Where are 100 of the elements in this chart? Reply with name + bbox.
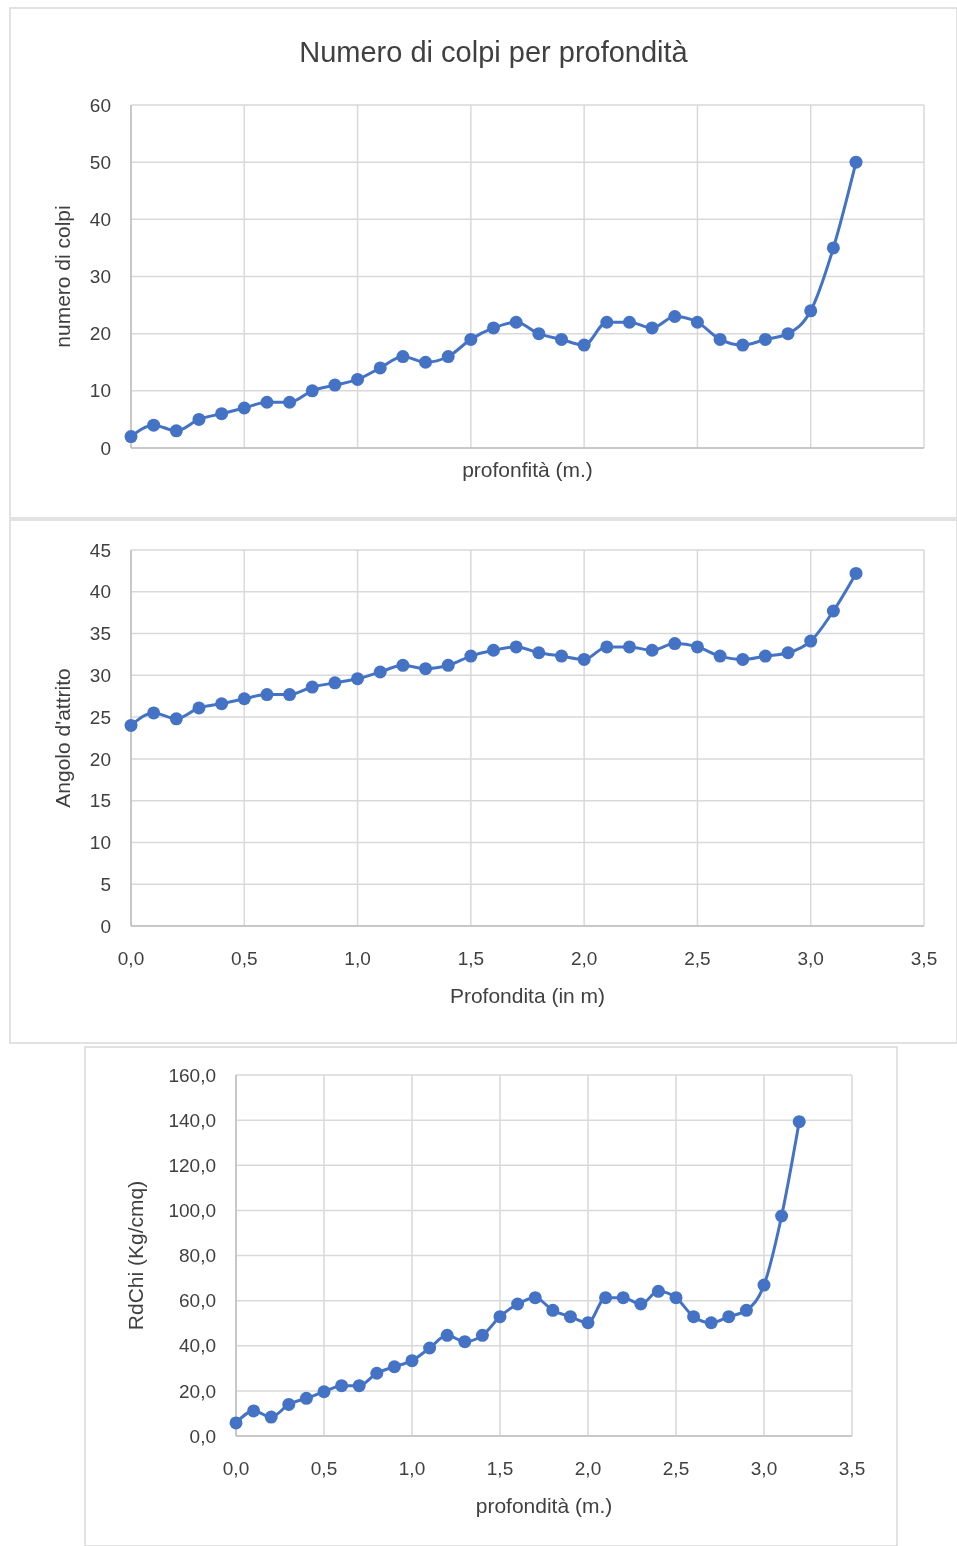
point: [419, 355, 433, 369]
x-tick-label: 1,0: [398, 1457, 426, 1479]
point: [237, 401, 251, 415]
point: [387, 1360, 401, 1374]
point: [600, 315, 614, 329]
y-tick-label: 20,0: [179, 1380, 216, 1402]
point: [668, 310, 682, 324]
point: [563, 1310, 577, 1324]
point: [192, 412, 206, 426]
y-tick-label: 30: [89, 664, 111, 686]
point: [775, 1209, 789, 1223]
point: [352, 1379, 366, 1393]
point: [423, 1341, 437, 1355]
y-tick-label: 60,0: [179, 1290, 216, 1312]
x-tick-label: 2,5: [684, 947, 711, 969]
point: [804, 304, 818, 318]
point: [464, 332, 478, 346]
point: [758, 332, 772, 346]
point: [577, 338, 591, 352]
point: [305, 384, 319, 398]
x-tick-label: 0,0: [222, 1457, 250, 1479]
point: [599, 1291, 613, 1305]
point: [757, 1278, 771, 1292]
point: [687, 1310, 701, 1324]
x-tick-label: 3,0: [750, 1457, 778, 1479]
point: [441, 658, 455, 672]
y-tick-label: 0: [100, 915, 111, 937]
point: [690, 640, 704, 654]
y-tick-label: 120,0: [168, 1154, 216, 1176]
point: [169, 424, 183, 438]
point: [441, 350, 455, 364]
point: [804, 634, 818, 648]
point: [373, 361, 387, 375]
point: [328, 676, 342, 690]
point: [247, 1404, 261, 1418]
y-tick-label: 0: [100, 437, 111, 459]
point: [229, 1416, 243, 1430]
point: [713, 332, 727, 346]
y-tick-label: 25: [89, 706, 111, 728]
y-tick-label: 10: [89, 832, 111, 854]
point: [849, 155, 863, 169]
point: [736, 652, 750, 666]
point: [124, 718, 138, 732]
point: [781, 327, 795, 341]
point: [237, 692, 251, 706]
point: [781, 646, 795, 660]
point: [600, 640, 614, 654]
point: [532, 327, 546, 341]
y-tick-label: 10: [89, 380, 111, 402]
point: [215, 407, 229, 421]
point: [546, 1303, 560, 1317]
y-tick-label: 40: [89, 581, 111, 603]
y-axis-title: numero di colpi: [51, 205, 75, 348]
point: [373, 665, 387, 679]
point: [124, 430, 138, 444]
point: [305, 680, 319, 694]
point: [622, 315, 636, 329]
y-tick-label: 0,0: [189, 1425, 216, 1447]
point: [464, 649, 478, 663]
point: [554, 649, 568, 663]
y-axis-title: Angolo d'attrito: [51, 668, 75, 808]
x-tick-label: 3,5: [910, 947, 938, 969]
point: [317, 1385, 331, 1399]
y-tick-label: 50: [89, 151, 111, 173]
chart-title: Numero di colpi per profondità: [299, 36, 689, 69]
point: [147, 418, 161, 432]
y-tick-label: 40: [89, 208, 111, 230]
point: [645, 643, 659, 657]
point: [370, 1366, 384, 1380]
point: [328, 378, 342, 392]
point: [283, 395, 297, 409]
point: [645, 321, 659, 335]
x-axis-title: profondità (m.): [475, 1494, 613, 1518]
point: [335, 1379, 349, 1393]
point: [260, 395, 274, 409]
point: [690, 315, 704, 329]
point: [192, 701, 206, 715]
point: [419, 662, 433, 676]
point: [826, 241, 840, 255]
y-tick-label: 60: [89, 94, 111, 116]
point: [282, 1397, 296, 1411]
point: [169, 712, 183, 726]
point: [528, 1291, 542, 1305]
point: [704, 1316, 718, 1330]
point: [651, 1284, 665, 1298]
y-tick-label: 80,0: [179, 1245, 216, 1267]
point: [351, 372, 365, 386]
point: [405, 1354, 419, 1368]
point: [826, 604, 840, 618]
x-axis-title: Profondita (in m): [449, 984, 606, 1008]
y-tick-label: 15: [89, 790, 111, 812]
point: [713, 649, 727, 663]
point: [622, 640, 636, 654]
x-tick-label: 2,0: [574, 1457, 602, 1479]
point: [758, 649, 772, 663]
y-tick-label: 30: [89, 266, 111, 288]
y-tick-label: 140,0: [168, 1109, 216, 1131]
y-tick-label: 160,0: [168, 1064, 216, 1086]
point: [396, 658, 410, 672]
x-tick-label: 1,5: [486, 1457, 514, 1479]
